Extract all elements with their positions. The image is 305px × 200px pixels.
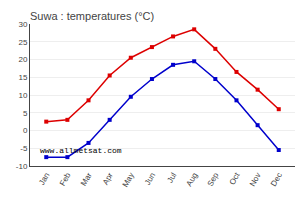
svg-text:Dec: Dec (269, 171, 284, 188)
svg-text:May: May (121, 171, 136, 189)
svg-text:5: 5 (23, 109, 28, 118)
svg-text:15: 15 (18, 73, 27, 82)
svg-text:Oct: Oct (228, 170, 242, 186)
svg-text:Jul: Jul (165, 171, 178, 185)
svg-text:0: 0 (23, 126, 28, 135)
svg-text:10: 10 (18, 91, 27, 100)
svg-text:Apr: Apr (101, 171, 115, 187)
svg-text:-5: -5 (20, 144, 28, 153)
svg-text:-10: -10 (16, 162, 28, 171)
svg-text:Feb: Feb (58, 171, 73, 188)
svg-text:Mar: Mar (79, 171, 94, 188)
svg-text:Jun: Jun (143, 171, 157, 187)
svg-text:www.allmetsat.com: www.allmetsat.com (40, 146, 122, 155)
svg-text:25: 25 (18, 38, 27, 47)
svg-text:30: 30 (18, 20, 27, 29)
svg-text:Sep: Sep (206, 171, 221, 188)
svg-text:Aug: Aug (184, 171, 199, 188)
svg-text:Jan: Jan (37, 171, 51, 187)
svg-text:Suwa : temperatures (°C): Suwa : temperatures (°C) (30, 10, 154, 22)
svg-text:20: 20 (18, 55, 27, 64)
svg-text:Nov: Nov (248, 171, 263, 188)
